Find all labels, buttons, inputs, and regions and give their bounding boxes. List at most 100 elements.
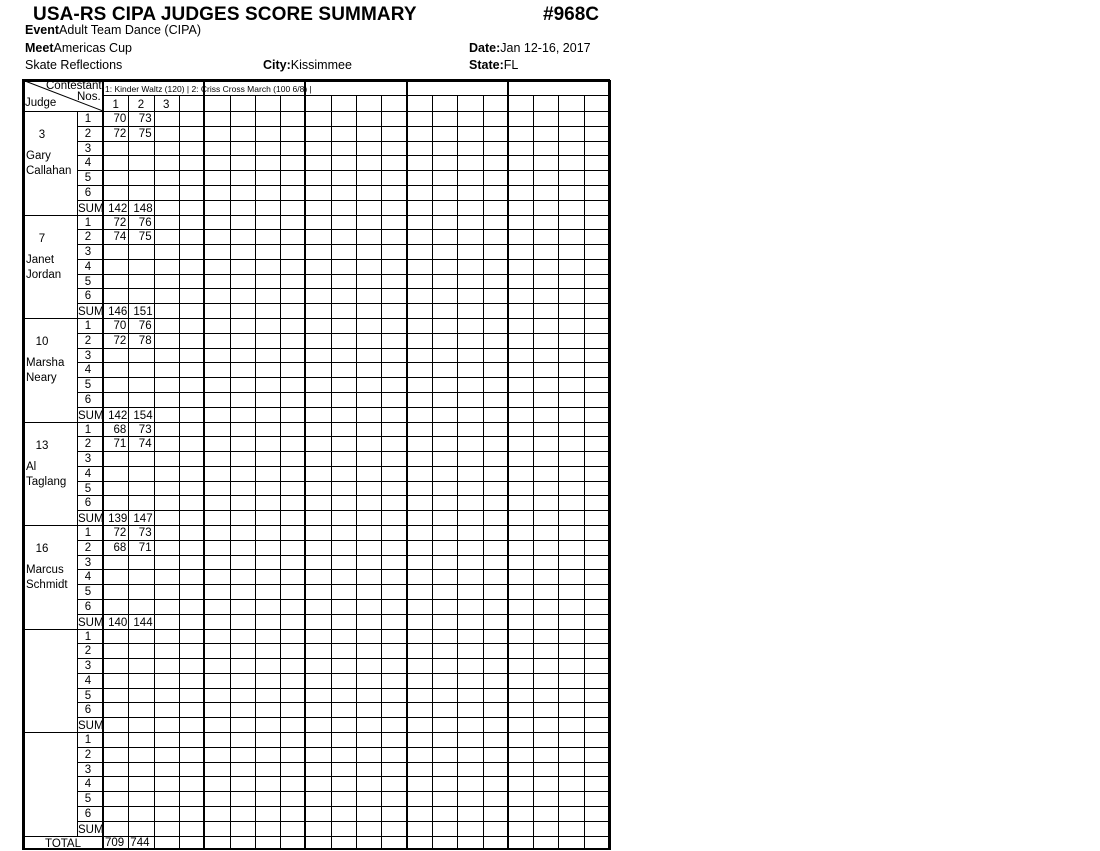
state-label: State: — [469, 58, 504, 72]
judge-nos-divider — [77, 732, 78, 836]
nos-label: Nos. — [77, 91, 101, 103]
meet-label: Meet — [25, 41, 54, 55]
judge-block-divider — [23, 525, 103, 526]
column-divider — [230, 95, 231, 850]
row-divider — [77, 658, 609, 659]
score-cell: 68 — [113, 423, 127, 436]
judge-first-name: Marcus — [26, 564, 64, 576]
sum-cell: 151 — [133, 306, 153, 319]
judge-nos-divider — [77, 421, 78, 525]
row-number: 5 — [84, 482, 92, 495]
sum-cell: 147 — [133, 513, 153, 526]
row-divider — [77, 717, 609, 718]
judge-number: 10 — [35, 336, 49, 348]
row-divider — [77, 229, 609, 230]
header-diagonal — [24, 80, 103, 111]
judge-block-divider — [23, 836, 103, 837]
score-cell: 73 — [138, 423, 152, 436]
score-cell: 72 — [113, 334, 127, 347]
row-number: 1 — [84, 216, 92, 229]
sum-cell: 146 — [108, 306, 128, 319]
row-divider — [77, 259, 609, 260]
group-divider — [507, 80, 509, 850]
column-divider — [584, 95, 585, 850]
judge-nos-divider — [77, 318, 78, 422]
judge-block-divider — [23, 215, 103, 216]
state-field: State:FL — [469, 58, 518, 72]
score-cell: 74 — [113, 231, 127, 244]
score-cell: 71 — [138, 541, 152, 554]
contestant-number: 1 — [112, 99, 119, 111]
row-number: 3 — [84, 349, 92, 362]
judge-block-divider — [23, 732, 103, 733]
dances-list: 1: Kinder Waltz (120) | 2: Criss Cross M… — [105, 84, 312, 94]
score-cell: 76 — [138, 216, 152, 229]
row-divider — [77, 836, 609, 837]
sum-cell: 148 — [133, 202, 153, 215]
score-cell: 75 — [138, 231, 152, 244]
row-divider — [77, 495, 609, 496]
row-divider — [77, 141, 609, 142]
judge-number: 16 — [35, 543, 49, 555]
row-divider — [77, 599, 609, 600]
row-number: 1 — [84, 734, 92, 746]
report-title: USA-RS CIPA JUDGES SCORE SUMMARY — [33, 4, 417, 25]
row-divider — [77, 791, 609, 792]
sum-label: SUM — [78, 306, 104, 319]
judge-nos-divider — [77, 628, 78, 732]
row-number: 4 — [84, 674, 92, 687]
sum-label: SUM — [78, 616, 104, 629]
column-divider — [356, 95, 357, 850]
row-divider — [77, 377, 609, 378]
row-number: 1 — [84, 113, 92, 125]
nos-divider — [102, 80, 104, 850]
judge-last-name: Callahan — [26, 165, 72, 177]
row-divider — [77, 629, 609, 630]
column-divider — [255, 95, 256, 850]
judge-first-name: Janet — [26, 253, 55, 266]
row-number: 5 — [84, 379, 92, 392]
group-divider — [203, 80, 205, 850]
judge-last-name: Taglang — [26, 475, 67, 488]
group-divider — [406, 80, 408, 850]
row-divider — [77, 185, 609, 186]
column-divider — [128, 95, 129, 850]
judge-first-name: Gary — [26, 150, 51, 162]
sum-cell: 142 — [108, 202, 128, 215]
row-divider — [77, 200, 609, 201]
row-divider — [77, 466, 609, 467]
city-label: City: — [263, 58, 291, 72]
row-divider — [77, 702, 609, 703]
score-cell: 76 — [138, 320, 152, 332]
row-number: 2 — [84, 231, 92, 244]
row-number: 2 — [84, 438, 92, 451]
score-cell: 73 — [138, 113, 152, 125]
row-divider — [77, 481, 609, 482]
row-number: 2 — [84, 334, 92, 347]
score-cell: 70 — [113, 320, 127, 332]
sum-label: SUM — [78, 720, 104, 733]
row-divider — [77, 747, 609, 748]
row-divider — [77, 806, 609, 807]
sum-label: SUM — [78, 513, 104, 526]
table-border-right — [608, 80, 611, 850]
row-number: 6 — [84, 704, 92, 717]
row-number: 5 — [84, 793, 92, 806]
city-field: City:Kissimmee — [263, 58, 352, 72]
row-number: 6 — [84, 807, 92, 820]
row-divider — [77, 392, 609, 393]
row-number: 4 — [84, 778, 92, 791]
judge-last-name: Schmidt — [26, 579, 68, 591]
column-divider — [558, 95, 559, 850]
score-cell: 72 — [113, 216, 127, 229]
row-divider — [77, 569, 609, 570]
contestant-number: 2 — [137, 99, 145, 111]
sum-label: SUM — [78, 823, 104, 836]
row-number: 4 — [84, 571, 92, 584]
score-cell: 71 — [113, 438, 127, 451]
table-border-bottom — [23, 848, 609, 850]
header-bottom — [23, 111, 609, 112]
date-label: Date: — [469, 41, 501, 55]
judge-block-divider — [23, 318, 103, 319]
row-number: 1 — [84, 423, 92, 436]
